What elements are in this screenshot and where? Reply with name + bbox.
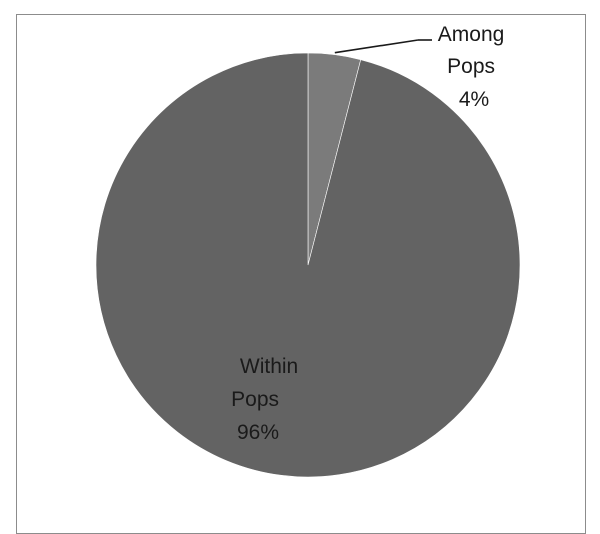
slice-label-line: Pops <box>447 55 495 78</box>
slice-label-value: 4% <box>459 88 489 111</box>
pie-slices <box>95 52 521 478</box>
among-pops-leader-line <box>334 39 419 54</box>
slice-label-within-pops: Within Pops 96% <box>231 355 304 444</box>
slice-label-line: Within <box>240 355 298 378</box>
pie-chart: Among Pops 4% Within Pops 96% <box>95 23 521 478</box>
slice-label-line: Pops <box>231 388 279 411</box>
pie-slice-within-pops <box>95 52 521 478</box>
slice-label-among-pops: Among Pops 4% <box>438 23 510 111</box>
slice-label-value: 96% <box>237 421 279 444</box>
slice-label-line: Among <box>438 23 505 46</box>
